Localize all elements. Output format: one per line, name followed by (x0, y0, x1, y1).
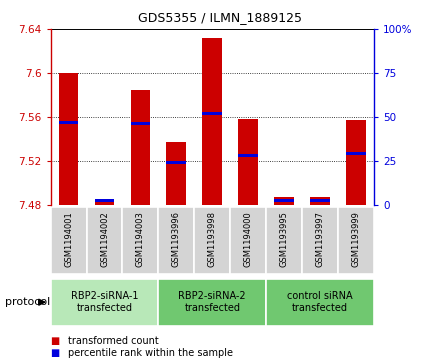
Text: GSM1193995: GSM1193995 (280, 211, 289, 267)
Text: GSM1193998: GSM1193998 (208, 211, 217, 267)
Bar (158, 279, 266, 326)
Bar (230, 207, 266, 274)
Text: percentile rank within the sample: percentile rank within the sample (68, 348, 233, 358)
Text: GSM1194000: GSM1194000 (244, 211, 253, 267)
Text: GSM1194001: GSM1194001 (64, 211, 73, 267)
Bar (338, 207, 374, 274)
Bar (310, 197, 330, 205)
Text: GDS5355 / ILMN_1889125: GDS5355 / ILMN_1889125 (138, 11, 302, 24)
Bar (202, 38, 222, 205)
Text: RBP2-siRNA-1
transfected: RBP2-siRNA-1 transfected (71, 291, 138, 313)
Bar (274, 197, 294, 205)
Text: ■: ■ (51, 336, 60, 346)
Text: GSM1194003: GSM1194003 (136, 211, 145, 267)
Bar (238, 154, 258, 157)
Bar (194, 207, 230, 274)
Text: control siRNA
transfected: control siRNA transfected (287, 291, 353, 313)
Text: GSM1194002: GSM1194002 (100, 211, 109, 267)
Bar (51, 207, 87, 274)
Text: ■: ■ (51, 348, 60, 358)
Bar (166, 142, 186, 205)
Bar (51, 279, 158, 326)
Text: GSM1193997: GSM1193997 (315, 211, 325, 267)
Bar (266, 207, 302, 274)
Text: protocol: protocol (5, 297, 51, 307)
Bar (122, 207, 158, 274)
Bar (95, 199, 114, 202)
Bar (302, 207, 338, 274)
Bar (158, 207, 194, 274)
Text: transformed count: transformed count (68, 336, 159, 346)
Text: GSM1193996: GSM1193996 (172, 211, 181, 267)
Bar (346, 152, 366, 155)
Text: RBP2-siRNA-2
transfected: RBP2-siRNA-2 transfected (179, 291, 246, 313)
Bar (202, 112, 222, 115)
Bar (59, 121, 78, 124)
Bar (95, 201, 114, 205)
Bar (310, 199, 330, 202)
Bar (266, 279, 374, 326)
Bar (274, 199, 294, 202)
Bar (166, 160, 186, 164)
Bar (131, 90, 150, 205)
Bar (131, 122, 150, 125)
Bar (87, 207, 122, 274)
Bar (59, 73, 78, 205)
Text: GSM1193999: GSM1193999 (352, 211, 360, 267)
Bar (346, 121, 366, 205)
Bar (238, 119, 258, 205)
